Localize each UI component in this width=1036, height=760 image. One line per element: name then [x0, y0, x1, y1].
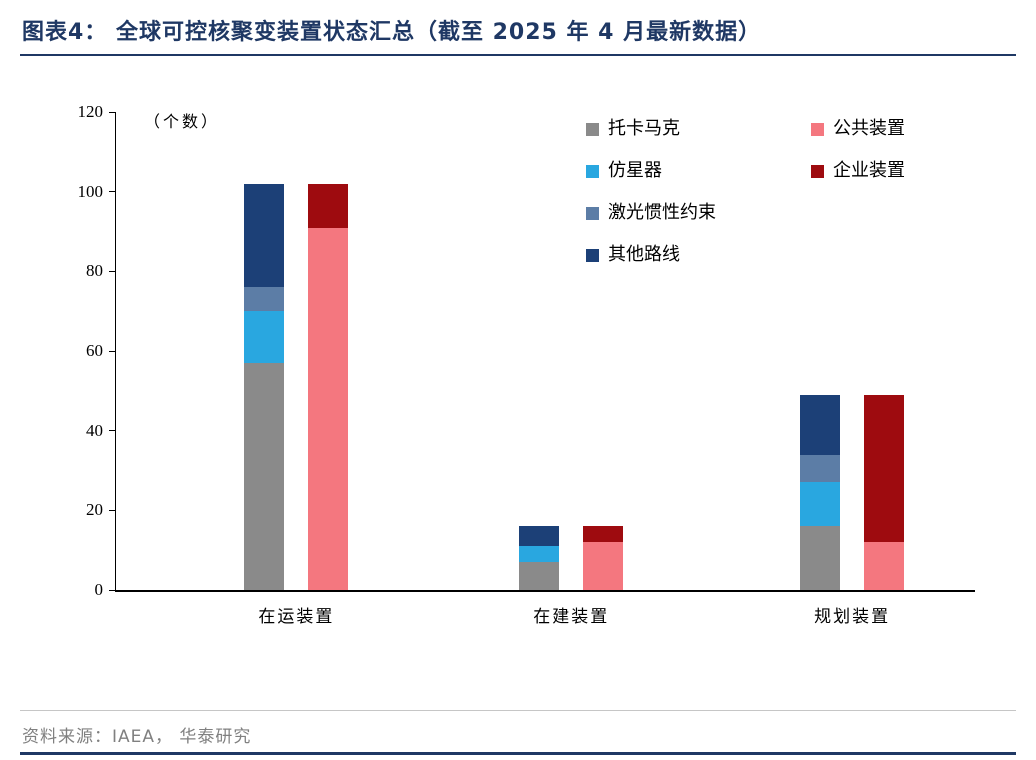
y-axis-tick-label: 120 [77, 102, 104, 121]
y-axis-tick-mark [109, 589, 116, 591]
fusion-devices-chart-plot-area: （个数） 0 20 40 60 80 100 120 在运装置 在建装置 规划装置 托卡马克仿星器激… [78, 102, 975, 627]
legend-label: 公共装置 [833, 118, 905, 139]
bar-segment [800, 526, 841, 590]
y-axis-tick-label: 40 [86, 420, 103, 440]
legend-item: 企业装置 [811, 160, 905, 182]
bar-segment [308, 183, 349, 228]
bottom-border [20, 752, 1016, 755]
legend-swatch-icon [586, 248, 599, 262]
legend-label: 托卡马克 [608, 118, 680, 139]
bar-segment [519, 526, 560, 547]
legend-label: 其他路线 [608, 244, 680, 265]
y-axis-tick-label: 0 [94, 580, 104, 599]
bar-segment [519, 546, 560, 563]
y-axis-tick-mark [109, 111, 116, 113]
legend-swatch-icon [586, 164, 599, 178]
legend-item: 激光惯性约束 [586, 202, 716, 224]
bar-segment [800, 482, 841, 527]
y-axis-tick-label: 20 [86, 500, 103, 520]
legend-column: 托卡马克仿星器激光惯性约束 其他路线 [586, 118, 716, 266]
legend-label: 激光惯性约束 [608, 202, 716, 223]
source-note: 资料来源：IAEA， 华泰研究 [22, 727, 252, 747]
bar-segment [244, 311, 285, 363]
bar-segment [244, 362, 285, 590]
x-axis-category-label: 在建装置 [533, 607, 610, 627]
legend-swatch-icon [811, 164, 824, 178]
legend-label: 仿星器 [608, 160, 662, 181]
legend-label: 企业装置 [833, 160, 905, 181]
x-axis-category-label: 在运装置 [258, 607, 335, 627]
y-axis-tick-mark [109, 350, 116, 352]
legend-item: 公共装置 [811, 118, 905, 140]
figure-title: 图表4： 全球可控核聚变装置状态汇总（截至 2025 年 4 月最新数据） [22, 20, 762, 45]
y-axis-unit-label: （个数） [144, 112, 221, 131]
bar-segment [244, 183, 285, 288]
y-axis-tick-mark [109, 509, 116, 511]
y-axis-tick-label: 80 [86, 261, 103, 281]
bar-segment [583, 542, 624, 590]
legend-item: 其他路线 [586, 244, 716, 266]
bar-segment [800, 454, 841, 483]
bar-segment [864, 394, 905, 543]
bar-segment [800, 394, 841, 455]
legend-swatch-icon [586, 122, 599, 136]
title-divider [20, 54, 1016, 56]
y-axis-tick-mark [109, 270, 116, 272]
legend-swatch-icon [811, 122, 824, 136]
legend-item: 托卡马克 [586, 118, 716, 140]
y-axis-tick-mark [109, 430, 116, 432]
legend-swatch-icon [586, 206, 599, 220]
footer-divider [20, 710, 1016, 711]
legend-item: 仿星器 [586, 160, 716, 182]
y-axis-tick-label: 100 [77, 181, 104, 201]
bar-segment [244, 287, 285, 312]
bar-segment [583, 526, 624, 543]
bar-segment [864, 542, 905, 590]
legend-column: 公共装置 企业装置 [811, 118, 905, 182]
bar-segment [308, 227, 349, 590]
bar-segment [519, 562, 560, 590]
x-axis-category-label: 规划装置 [814, 607, 891, 627]
y-axis-tick-label: 60 [86, 341, 103, 360]
y-axis-tick-mark [109, 191, 116, 193]
